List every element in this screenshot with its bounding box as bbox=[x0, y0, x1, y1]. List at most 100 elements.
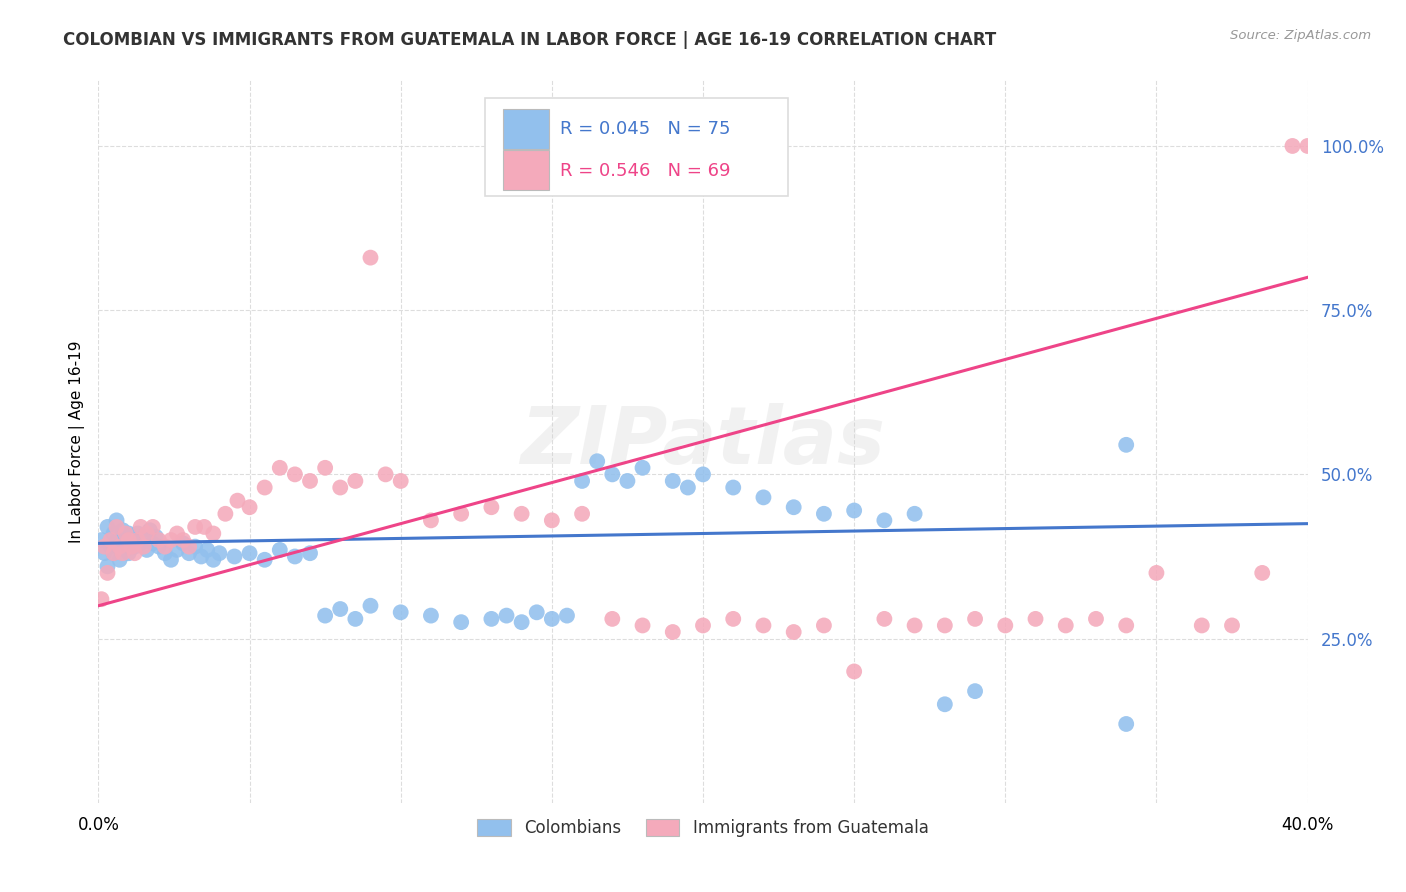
Point bbox=[783, 625, 806, 640]
Point bbox=[121, 533, 143, 547]
Point bbox=[153, 546, 176, 560]
Point bbox=[96, 520, 118, 534]
Point bbox=[179, 540, 201, 554]
Point bbox=[1191, 618, 1213, 632]
Point bbox=[510, 507, 533, 521]
Point bbox=[752, 491, 775, 505]
Point bbox=[132, 530, 155, 544]
Point bbox=[934, 698, 956, 712]
Point bbox=[314, 460, 336, 475]
Point bbox=[103, 546, 125, 560]
Point bbox=[844, 665, 866, 679]
Point bbox=[226, 493, 249, 508]
Point bbox=[100, 533, 122, 547]
Point bbox=[586, 454, 609, 468]
Point bbox=[239, 546, 262, 560]
Point bbox=[540, 612, 562, 626]
Point bbox=[904, 618, 927, 632]
Point bbox=[450, 507, 472, 521]
Point bbox=[481, 500, 503, 515]
Point bbox=[420, 608, 443, 623]
Point bbox=[934, 618, 956, 632]
Bar bbox=[503, 151, 550, 190]
Point bbox=[127, 533, 149, 547]
Point bbox=[1085, 612, 1108, 626]
Point bbox=[111, 523, 134, 537]
Point bbox=[195, 542, 218, 557]
Point bbox=[239, 500, 262, 515]
Point bbox=[184, 540, 207, 554]
Point bbox=[723, 481, 745, 495]
Point bbox=[329, 602, 352, 616]
Point bbox=[93, 540, 115, 554]
Point bbox=[253, 481, 276, 495]
Point bbox=[344, 612, 367, 626]
Point bbox=[93, 546, 115, 560]
Point bbox=[571, 474, 593, 488]
Point bbox=[148, 533, 170, 547]
Point bbox=[127, 526, 149, 541]
Text: R = 0.546   N = 69: R = 0.546 N = 69 bbox=[561, 161, 731, 179]
Point bbox=[299, 474, 322, 488]
Point bbox=[108, 553, 131, 567]
Point bbox=[420, 513, 443, 527]
Point bbox=[142, 536, 165, 550]
Point bbox=[129, 520, 152, 534]
Point bbox=[190, 549, 212, 564]
Point bbox=[202, 553, 225, 567]
Point bbox=[90, 592, 112, 607]
Point bbox=[111, 536, 134, 550]
Point bbox=[269, 460, 291, 475]
Point bbox=[153, 540, 176, 554]
Point bbox=[284, 467, 307, 482]
Point bbox=[135, 526, 157, 541]
Point bbox=[661, 474, 683, 488]
Point bbox=[269, 542, 291, 557]
Point bbox=[1024, 612, 1046, 626]
Point bbox=[495, 608, 517, 623]
Legend: Colombians, Immigrants from Guatemala: Colombians, Immigrants from Guatemala bbox=[470, 810, 936, 845]
Point bbox=[172, 533, 194, 547]
Point bbox=[179, 546, 201, 560]
Point bbox=[661, 625, 683, 640]
Point bbox=[172, 536, 194, 550]
Point bbox=[103, 526, 125, 541]
Point bbox=[224, 549, 246, 564]
Point bbox=[214, 507, 236, 521]
Point bbox=[844, 503, 866, 517]
Point bbox=[100, 540, 122, 554]
Point bbox=[284, 549, 307, 564]
Point bbox=[676, 481, 699, 495]
FancyBboxPatch shape bbox=[485, 98, 787, 196]
Point bbox=[129, 536, 152, 550]
Point bbox=[555, 608, 578, 623]
Y-axis label: In Labor Force | Age 16-19: In Labor Force | Age 16-19 bbox=[69, 340, 84, 543]
Point bbox=[184, 520, 207, 534]
Point bbox=[1115, 717, 1137, 731]
Point bbox=[344, 474, 367, 488]
Point bbox=[114, 526, 136, 541]
Point bbox=[118, 546, 141, 560]
Point bbox=[602, 612, 624, 626]
Point bbox=[105, 520, 128, 534]
Point bbox=[994, 618, 1017, 632]
Point bbox=[571, 507, 593, 521]
Point bbox=[108, 540, 131, 554]
Point bbox=[121, 540, 143, 554]
Point bbox=[783, 500, 806, 515]
Point bbox=[103, 546, 125, 560]
Point bbox=[148, 540, 170, 554]
Point bbox=[132, 540, 155, 554]
Point bbox=[124, 540, 146, 554]
Point bbox=[1144, 566, 1167, 580]
Text: ZIPatlas: ZIPatlas bbox=[520, 402, 886, 481]
Point bbox=[873, 612, 896, 626]
Point bbox=[253, 553, 276, 567]
Point bbox=[873, 513, 896, 527]
Point bbox=[160, 533, 183, 547]
Point bbox=[105, 533, 128, 547]
Point bbox=[631, 460, 654, 475]
Point bbox=[193, 520, 215, 534]
Point bbox=[118, 533, 141, 547]
Point bbox=[631, 618, 654, 632]
